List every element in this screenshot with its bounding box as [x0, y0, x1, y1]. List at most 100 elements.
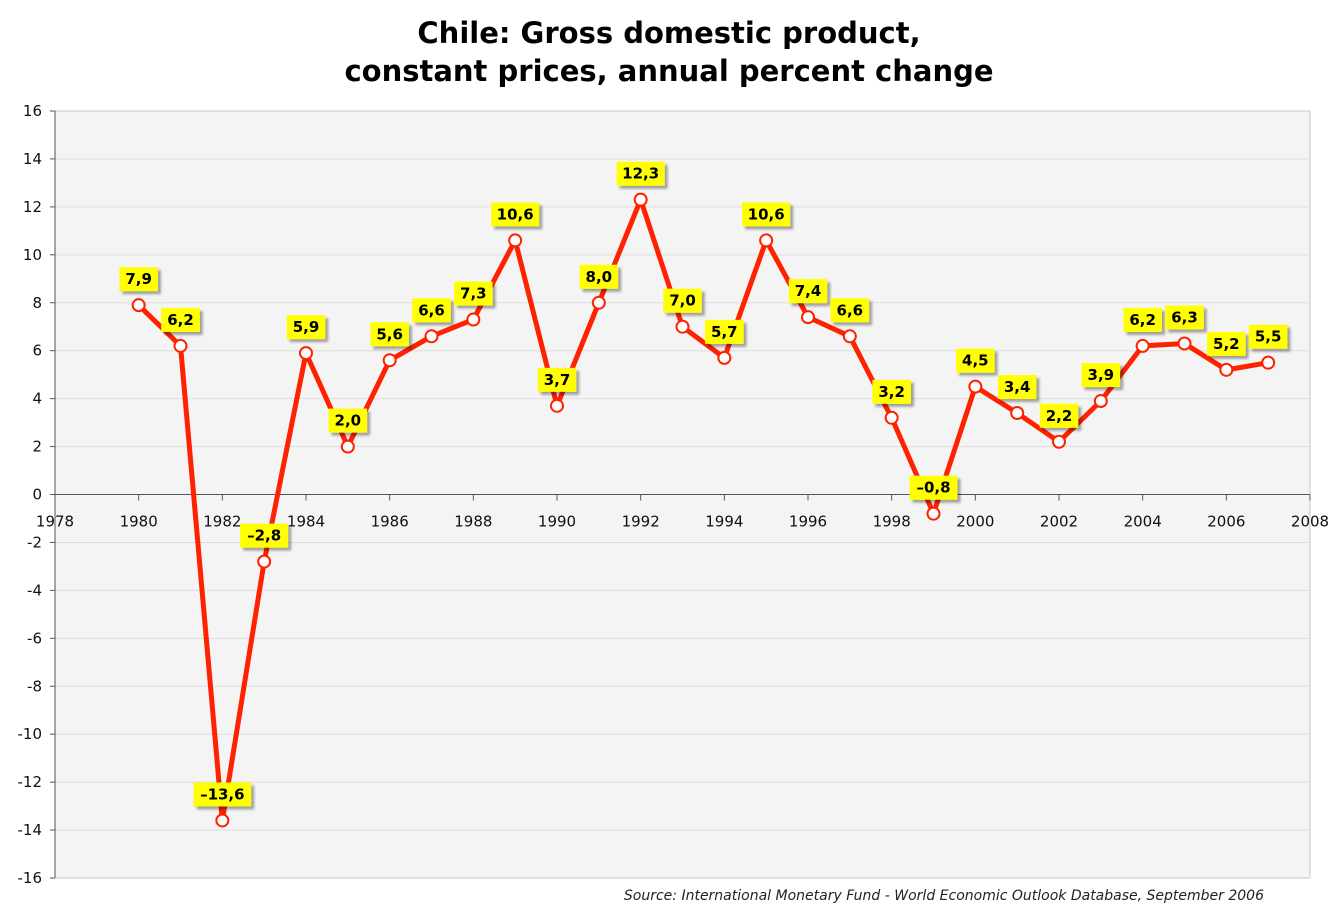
- y-tick-label: 8: [32, 294, 42, 312]
- data-label: 7,4: [788, 279, 828, 304]
- data-label-box: [328, 408, 368, 433]
- data-point: [1010, 406, 1025, 421]
- y-tick-label: -2: [27, 533, 42, 551]
- x-tick-label: 1994: [705, 513, 743, 531]
- data-label-box: [537, 367, 577, 392]
- y-tick-label: 0: [32, 486, 42, 504]
- data-label-text: 7,9: [125, 270, 152, 288]
- data-label-text: 3,4: [1004, 378, 1031, 396]
- axes: [50, 110, 1311, 879]
- y-axis-tick-labels: 16 14 12 10 8 6 4 2 0 -2 -4 -6 -8 -10 -12 -14 -16: [18, 102, 43, 887]
- data-label-box: [1248, 324, 1288, 349]
- data-label-text: 4,5: [962, 352, 989, 370]
- data-label-text: 6,6: [418, 301, 445, 319]
- y-tick-label: -12: [18, 773, 43, 791]
- data-label-box: [491, 202, 540, 227]
- data-point: [884, 410, 899, 425]
- data-label-text: –0,8: [916, 479, 950, 497]
- data-label-text: 7,3: [460, 285, 487, 303]
- data-point: [215, 813, 230, 828]
- data-point: [299, 346, 313, 361]
- x-tick-label: 1986: [371, 513, 409, 531]
- data-label-text: 5,9: [293, 318, 320, 336]
- data-label: 3,9: [1081, 363, 1121, 388]
- x-axis-tick-labels: 1978 1980 1982 1984 1986 1988 1990 1992 1994 1996…: [36, 513, 1329, 531]
- x-tick-label: 1990: [538, 513, 576, 531]
- y-tick-label: 4: [32, 390, 42, 408]
- data-point: [550, 398, 564, 413]
- x-tick-label: 1992: [622, 513, 660, 531]
- data-label: 2,2: [1039, 403, 1079, 428]
- data-point: [466, 312, 481, 327]
- data-label: 7,0: [663, 288, 702, 313]
- data-label: 5,7: [705, 319, 744, 344]
- data-label-box: [240, 523, 289, 548]
- data-label-text: 3,9: [1088, 366, 1115, 384]
- data-point: [340, 439, 355, 454]
- data-label: 5,5: [1248, 324, 1288, 349]
- data-label: 7,3: [454, 281, 493, 306]
- data-label-box: [742, 202, 791, 227]
- data-label: 6,2: [161, 307, 200, 332]
- data-label: 3,7: [537, 367, 577, 392]
- data-point: [926, 506, 941, 521]
- data-point: [801, 310, 815, 325]
- data-label: 6,3: [1165, 305, 1204, 330]
- data-label: –2,8: [240, 523, 289, 548]
- data-label-text: 3,7: [544, 371, 571, 389]
- data-point: [633, 192, 648, 207]
- y-tick-label: -14: [18, 821, 43, 839]
- data-label-text: 6,2: [1129, 311, 1156, 329]
- series-polyline: [136, 197, 1271, 823]
- data-point: [842, 329, 857, 344]
- data-label: 5,6: [370, 322, 409, 347]
- chart-title-line-1: Chile: Gross domestic product,: [417, 16, 921, 50]
- data-points: [131, 192, 1276, 828]
- y-tick-label: -8: [27, 677, 42, 695]
- data-label-text: –2,8: [247, 527, 281, 545]
- data-label-box: [788, 279, 828, 304]
- data-point: [717, 350, 732, 365]
- y-tick-label: 6: [32, 342, 42, 360]
- y-tick-label: -6: [27, 629, 42, 647]
- data-label-box: [1165, 305, 1204, 330]
- data-point: [1093, 394, 1108, 409]
- data-label-text: 5,7: [711, 323, 738, 341]
- data-label-text: 3,2: [878, 383, 905, 401]
- data-label: –0,8: [909, 475, 958, 500]
- data-label: 8,0: [579, 264, 619, 289]
- data-point: [173, 338, 188, 353]
- chart-title-line-2: constant prices, annual percent change: [344, 54, 994, 88]
- data-label-box: [909, 475, 958, 500]
- data-label-box: [616, 161, 665, 186]
- x-tick-label: 1988: [454, 513, 492, 531]
- data-label-text: 7,0: [669, 292, 696, 310]
- data-label-box: [286, 315, 326, 340]
- data-label: 3,4: [997, 375, 1037, 400]
- data-point: [675, 319, 690, 334]
- data-label-text: –13,6: [200, 785, 245, 803]
- y-tick-label: 14: [23, 150, 42, 168]
- data-label: –13,6: [193, 782, 252, 807]
- data-label-text: 7,4: [795, 282, 822, 300]
- x-tick-label: 2000: [956, 513, 994, 531]
- series-line: [136, 197, 1271, 823]
- data-label: 10,6: [742, 202, 791, 227]
- y-tick-label: 10: [23, 246, 42, 264]
- data-label-text: 8,0: [586, 268, 613, 286]
- data-label-text: 5,5: [1255, 328, 1282, 346]
- data-label-box: [454, 281, 493, 306]
- x-tick-label: 2004: [1124, 513, 1162, 531]
- data-point: [591, 295, 606, 310]
- data-point: [1177, 336, 1192, 351]
- data-label-text: 10,6: [497, 205, 534, 223]
- data-label-box: [997, 375, 1037, 400]
- x-tick-label: 1980: [120, 513, 158, 531]
- data-label-box: [956, 348, 995, 373]
- x-tick-label: 1996: [789, 513, 827, 531]
- data-point: [1052, 434, 1066, 449]
- data-label-text: 10,6: [748, 205, 785, 223]
- data-label: 6,6: [412, 298, 451, 323]
- data-label: 6,2: [1123, 307, 1162, 332]
- data-label: 7,9: [119, 267, 158, 292]
